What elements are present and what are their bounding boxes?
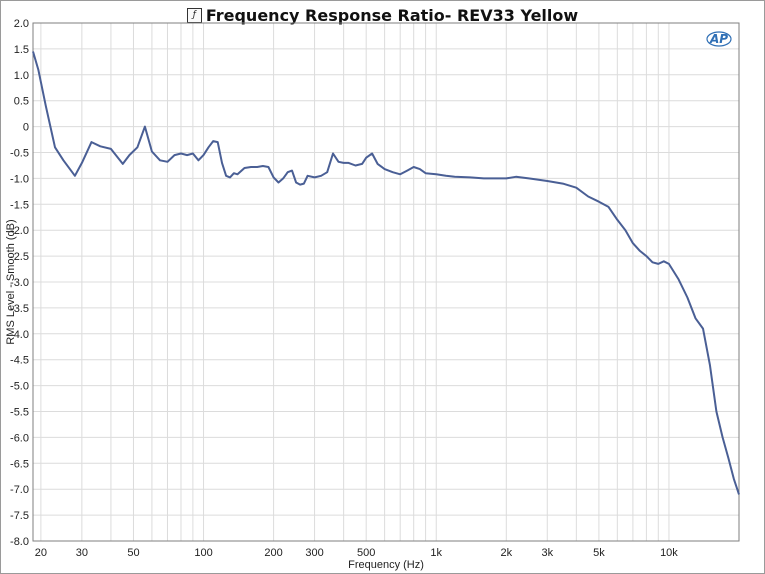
x-axis-label: Frequency (Hz) <box>348 559 424 571</box>
x-tick-label: 5k <box>593 547 605 559</box>
ap-logo: AP <box>706 31 732 47</box>
x-tick-label: 20 <box>35 547 47 559</box>
y-tick-label: -6.0 <box>10 432 29 444</box>
grid <box>33 22 740 542</box>
x-tick-label: 100 <box>194 547 212 559</box>
y-tick-label: 0 <box>23 122 29 134</box>
y-axis-label: RMS Level - Smooth (dB) <box>5 219 17 344</box>
y-axis-ticks: 2.0 1.5 1.0 0.5 0 -0.5 -1.0 -1.5 -2.0 -2.5 -3.0 -3.… <box>10 18 29 548</box>
x-tick-label: 300 <box>305 547 323 559</box>
y-tick-label: 2.0 <box>14 18 29 30</box>
y-tick-label: -5.5 <box>10 407 29 419</box>
x-axis-ticks: 20 30 50 100 200 300 500 1k 2k 3k 5k 10k <box>35 547 679 559</box>
y-tick-label: -1.0 <box>10 173 29 185</box>
y-tick-label: 0.5 <box>14 96 29 108</box>
x-tick-label: 200 <box>264 547 282 559</box>
y-tick-label: -3.5 <box>10 303 29 315</box>
y-tick-label: -1.5 <box>10 199 29 211</box>
series-line <box>32 51 740 495</box>
x-tick-label: 10k <box>660 547 678 559</box>
x-tick-label: 3k <box>541 547 553 559</box>
x-tick-label: 50 <box>127 547 139 559</box>
y-tick-label: -2.0 <box>10 225 29 237</box>
x-tick-label: 1k <box>430 547 442 559</box>
y-tick-label: -5.0 <box>10 381 29 393</box>
series-group <box>32 51 740 495</box>
y-tick-label: 1.5 <box>14 44 29 56</box>
y-tick-label: -8.0 <box>10 536 29 548</box>
y-tick-label: 1.0 <box>14 70 29 82</box>
y-tick-label: -2.5 <box>10 251 29 263</box>
plot-area <box>32 22 740 542</box>
x-tick-label: 2k <box>500 547 512 559</box>
y-tick-label: -3.0 <box>10 277 29 289</box>
chart-title-bar: ƒ Frequency Response Ratio- REV33 Yellow <box>0 2 765 25</box>
y-tick-label: -4.0 <box>10 329 29 341</box>
y-tick-label: -7.5 <box>10 510 29 522</box>
x-tick-label: 30 <box>76 547 88 559</box>
y-tick-label: -6.5 <box>10 458 29 470</box>
x-tick-label: 500 <box>357 547 375 559</box>
y-tick-label: -4.5 <box>10 355 29 367</box>
chart-title: Frequency Response Ratio- REV33 Yellow <box>205 6 579 25</box>
y-tick-label: -0.5 <box>10 148 29 160</box>
y-tick-label: -7.0 <box>10 484 29 496</box>
ap-logo-text: AP <box>709 32 728 46</box>
